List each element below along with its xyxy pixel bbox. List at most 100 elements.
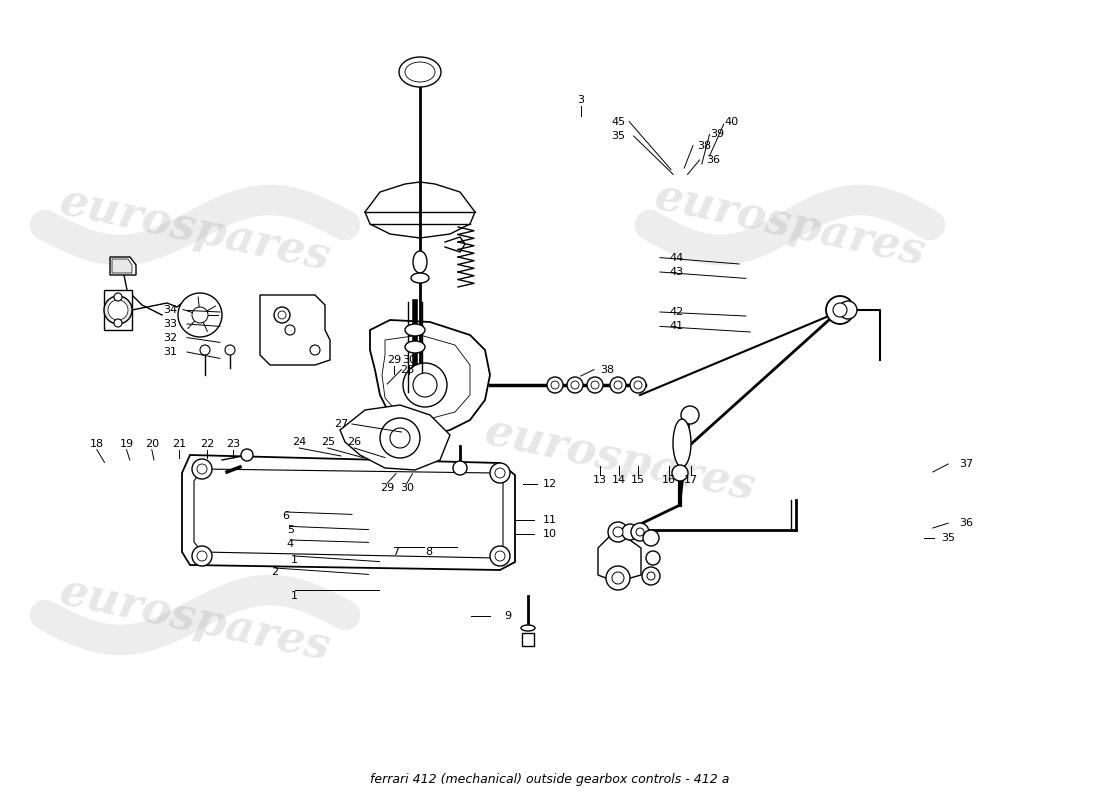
Polygon shape — [112, 259, 132, 273]
Circle shape — [226, 345, 235, 355]
Circle shape — [566, 377, 583, 393]
Text: 28: 28 — [400, 365, 414, 374]
Ellipse shape — [399, 57, 441, 87]
Text: 24: 24 — [293, 438, 306, 447]
Text: 4: 4 — [287, 539, 294, 549]
Circle shape — [403, 363, 447, 407]
Text: 33: 33 — [164, 319, 177, 329]
Ellipse shape — [673, 419, 691, 467]
Circle shape — [192, 307, 208, 323]
Circle shape — [453, 461, 468, 475]
Text: 2: 2 — [272, 567, 278, 577]
Circle shape — [636, 528, 644, 536]
Circle shape — [681, 406, 698, 424]
Circle shape — [200, 345, 210, 355]
Polygon shape — [382, 335, 470, 420]
Ellipse shape — [405, 341, 425, 353]
Text: 1: 1 — [292, 555, 298, 565]
Text: 45: 45 — [612, 117, 625, 126]
Text: 35: 35 — [612, 131, 625, 141]
Text: 36: 36 — [706, 155, 719, 165]
Text: 40: 40 — [725, 117, 738, 126]
Circle shape — [197, 551, 207, 561]
Circle shape — [310, 345, 320, 355]
Circle shape — [631, 523, 649, 541]
Circle shape — [285, 325, 295, 335]
Circle shape — [114, 319, 122, 327]
Circle shape — [551, 381, 559, 389]
Ellipse shape — [405, 324, 425, 336]
Polygon shape — [110, 257, 136, 275]
Text: 29: 29 — [387, 355, 400, 365]
Circle shape — [412, 373, 437, 397]
Polygon shape — [522, 633, 534, 646]
Circle shape — [672, 465, 688, 481]
Text: 26: 26 — [348, 438, 361, 447]
Circle shape — [591, 381, 600, 389]
Circle shape — [490, 546, 510, 566]
Text: 27: 27 — [334, 419, 348, 429]
Text: 44: 44 — [670, 253, 683, 262]
Circle shape — [646, 551, 660, 565]
Circle shape — [192, 546, 212, 566]
Circle shape — [114, 293, 122, 301]
Circle shape — [278, 311, 286, 319]
Ellipse shape — [405, 62, 435, 82]
Text: 21: 21 — [173, 439, 186, 449]
Text: 1: 1 — [292, 591, 298, 601]
Text: 25: 25 — [321, 438, 334, 447]
Circle shape — [241, 449, 253, 461]
Text: 37: 37 — [959, 459, 972, 469]
Text: 6: 6 — [283, 511, 289, 521]
Text: 30: 30 — [403, 355, 416, 365]
Text: 22: 22 — [200, 439, 213, 449]
Circle shape — [608, 522, 628, 542]
Polygon shape — [340, 405, 450, 470]
Circle shape — [390, 428, 410, 448]
Text: 9: 9 — [505, 611, 512, 621]
Text: 41: 41 — [670, 322, 683, 331]
Text: 43: 43 — [670, 267, 683, 277]
Circle shape — [614, 381, 622, 389]
Circle shape — [612, 572, 624, 584]
Circle shape — [839, 301, 857, 319]
Circle shape — [178, 293, 222, 337]
Text: 8: 8 — [426, 547, 432, 557]
Circle shape — [192, 459, 212, 479]
Circle shape — [587, 377, 603, 393]
Text: 38: 38 — [601, 365, 614, 374]
Circle shape — [104, 296, 132, 324]
Text: 30: 30 — [400, 483, 414, 493]
Polygon shape — [182, 455, 515, 570]
Text: 38: 38 — [697, 141, 711, 150]
Circle shape — [379, 418, 420, 458]
Text: 32: 32 — [164, 333, 177, 342]
Circle shape — [197, 464, 207, 474]
Text: 42: 42 — [670, 307, 683, 317]
Polygon shape — [260, 295, 330, 365]
Circle shape — [833, 303, 847, 317]
Circle shape — [571, 381, 579, 389]
Text: 12: 12 — [543, 479, 557, 489]
Text: eurospares: eurospares — [56, 180, 334, 280]
Circle shape — [108, 300, 128, 320]
Text: 34: 34 — [164, 306, 177, 315]
Text: 35: 35 — [942, 533, 955, 542]
Polygon shape — [194, 469, 503, 558]
Text: 23: 23 — [227, 439, 240, 449]
Text: 36: 36 — [959, 518, 972, 528]
Ellipse shape — [521, 625, 535, 631]
Circle shape — [630, 377, 646, 393]
Circle shape — [606, 566, 630, 590]
Circle shape — [634, 381, 642, 389]
Circle shape — [647, 572, 654, 580]
Text: ferrari 412 (mechanical) outside gearbox controls - 412 a: ferrari 412 (mechanical) outside gearbox… — [371, 774, 729, 786]
Text: 17: 17 — [684, 475, 697, 485]
Text: 3: 3 — [578, 95, 584, 105]
Text: 15: 15 — [631, 475, 645, 485]
Ellipse shape — [411, 273, 429, 283]
Text: 31: 31 — [164, 347, 177, 357]
Circle shape — [613, 527, 623, 537]
Text: 11: 11 — [543, 515, 557, 525]
Circle shape — [826, 296, 854, 324]
